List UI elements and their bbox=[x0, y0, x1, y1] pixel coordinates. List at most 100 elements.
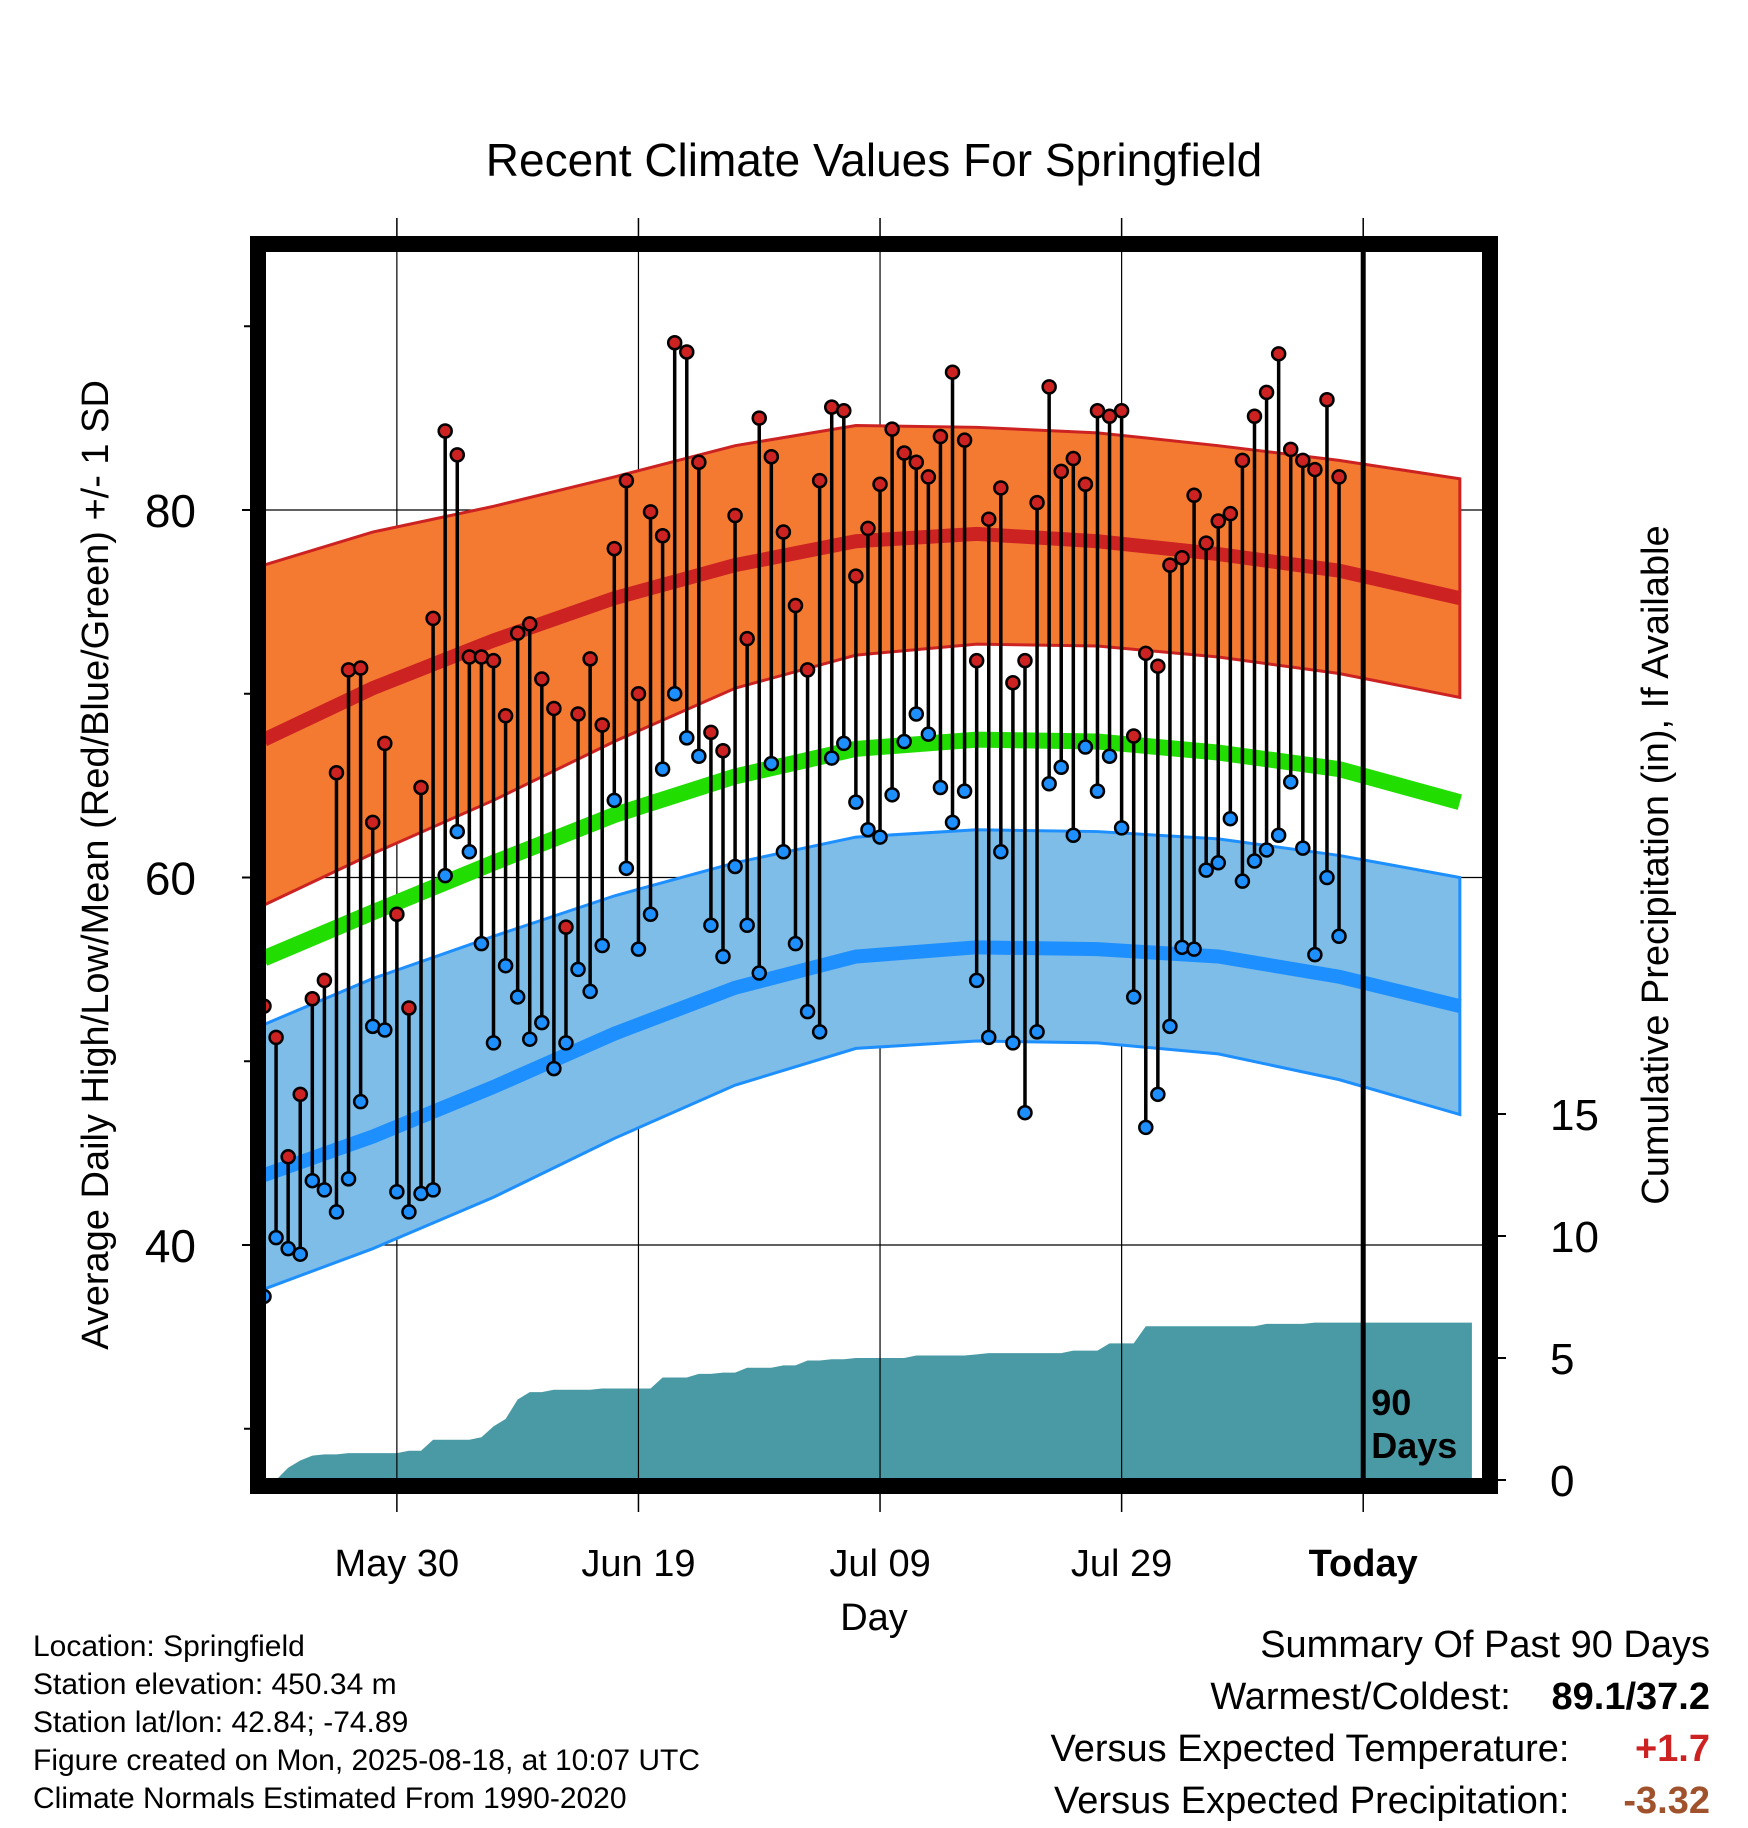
daily-high-point bbox=[896, 445, 912, 461]
daily-high-point bbox=[1017, 652, 1033, 669]
daily-high-point bbox=[1150, 658, 1166, 674]
today-window-label-2: Days bbox=[1371, 1425, 1457, 1466]
x-tick-label: Jul 09 bbox=[829, 1543, 930, 1585]
daily-high-point bbox=[570, 706, 586, 722]
daily-high-point bbox=[787, 597, 804, 614]
daily-low-point bbox=[618, 860, 635, 877]
summary-title: Summary Of Past 90 Days bbox=[1260, 1624, 1710, 1666]
temp-value: +1.7 bbox=[1634, 1728, 1710, 1770]
daily-low-point bbox=[1222, 810, 1239, 827]
daily-high-point bbox=[1065, 450, 1082, 467]
daily-high-point bbox=[944, 364, 961, 380]
daily-high-point bbox=[497, 708, 514, 724]
daily-low-point bbox=[908, 706, 925, 722]
daily-low-point bbox=[304, 1172, 321, 1189]
daily-low-point bbox=[1258, 842, 1275, 858]
y-tick-label: 80 bbox=[145, 485, 196, 537]
daily-high-point bbox=[920, 469, 937, 485]
daily-low-point bbox=[1282, 774, 1299, 790]
daily-high-point bbox=[1041, 379, 1057, 395]
daily-low-point bbox=[1005, 1035, 1021, 1051]
daily-low-point bbox=[968, 972, 985, 989]
daily-high-point bbox=[1198, 535, 1214, 551]
daily-high-point bbox=[449, 447, 466, 463]
daily-high-point bbox=[425, 610, 441, 627]
daily-high-point bbox=[630, 686, 647, 702]
daily-high-point bbox=[328, 765, 345, 781]
daily-low-point bbox=[594, 937, 610, 954]
daily-high-point bbox=[932, 428, 949, 445]
daily-low-point bbox=[1029, 1024, 1045, 1040]
daily-high-point bbox=[1210, 513, 1227, 529]
daily-low-point bbox=[763, 755, 780, 772]
y2-axis-label: Cumulative Precipitation (in), If Availa… bbox=[1635, 525, 1677, 1204]
daily-low-point bbox=[328, 1204, 345, 1220]
daily-high-point bbox=[836, 403, 852, 419]
daily-high-point bbox=[618, 472, 635, 489]
y-tick-label: 60 bbox=[145, 853, 196, 905]
info-elevation: Station elevation: 450.34 m bbox=[33, 1668, 397, 1701]
daily-low-point bbox=[993, 844, 1009, 860]
chart-title: Recent Climate Values For Springfield bbox=[486, 134, 1262, 186]
y-axis-label: Average Daily High/Low/Mean (Red/Blue/Gr… bbox=[75, 380, 117, 1350]
daily-low-point bbox=[558, 1035, 574, 1051]
daily-high-point bbox=[727, 507, 743, 524]
daily-low-point bbox=[521, 1031, 538, 1047]
daily-low-point bbox=[715, 948, 731, 965]
daily-high-point bbox=[352, 660, 369, 676]
daily-high-point bbox=[389, 906, 405, 922]
daily-low-point bbox=[1138, 1119, 1154, 1136]
daily-high-point bbox=[799, 662, 816, 678]
summary-temp: Versus Expected Temperature: +1.7 bbox=[1051, 1728, 1710, 1771]
daily-low-point bbox=[1210, 855, 1227, 871]
daily-low-point bbox=[1307, 946, 1323, 963]
daily-high-point bbox=[763, 448, 780, 465]
daily-high-point bbox=[666, 335, 683, 351]
daily-high-point bbox=[993, 480, 1009, 496]
daily-high-point bbox=[1295, 452, 1311, 469]
precip-area bbox=[264, 1322, 1472, 1480]
daily-high-point bbox=[340, 662, 357, 678]
daily-high-point bbox=[1125, 728, 1142, 744]
daily-high-point bbox=[1186, 487, 1202, 504]
summary-warm-cold: Warmest/Coldest: 89.1/37.2 bbox=[1210, 1676, 1710, 1719]
daily-low-point bbox=[956, 783, 973, 799]
daily-high-point bbox=[521, 616, 538, 632]
daily-high-point bbox=[1282, 441, 1299, 458]
daily-low-point bbox=[981, 1029, 997, 1046]
daily-low-point bbox=[1270, 827, 1287, 843]
daily-low-point bbox=[582, 983, 598, 1000]
daily-low-point bbox=[268, 1229, 284, 1246]
temp-label: Versus Expected Temperature: bbox=[1050, 1728, 1570, 1770]
daily-low-point bbox=[884, 787, 900, 803]
daily-low-point bbox=[1162, 1018, 1178, 1035]
daily-low-point bbox=[546, 1060, 562, 1077]
daily-low-point bbox=[449, 823, 466, 840]
daily-high-point bbox=[715, 742, 731, 759]
daily-high-point bbox=[268, 1029, 284, 1046]
station-info: Location: Springfield Station elevation:… bbox=[33, 1628, 700, 1818]
daily-low-point bbox=[799, 1003, 816, 1020]
daily-low-point bbox=[751, 965, 767, 981]
daily-high-point bbox=[1331, 469, 1347, 485]
daily-high-point bbox=[280, 1149, 296, 1165]
daily-high-point bbox=[437, 423, 453, 439]
daily-high-point bbox=[1246, 408, 1263, 425]
daily-high-point bbox=[594, 717, 610, 733]
daily-low-point bbox=[1077, 739, 1094, 755]
daily-low-point bbox=[666, 686, 683, 702]
daily-high-point bbox=[1101, 408, 1118, 425]
daily-high-point bbox=[377, 735, 393, 752]
daily-low-point bbox=[823, 750, 840, 766]
daily-high-point bbox=[413, 779, 429, 796]
high-normal-line bbox=[264, 526, 1462, 747]
daily-low-point bbox=[739, 917, 755, 934]
daily-low-point bbox=[389, 1183, 405, 1200]
daily-high-point bbox=[679, 344, 695, 360]
daily-high-point bbox=[1270, 346, 1287, 362]
daily-high-point bbox=[1005, 674, 1021, 691]
daily-low-point bbox=[1065, 827, 1082, 843]
